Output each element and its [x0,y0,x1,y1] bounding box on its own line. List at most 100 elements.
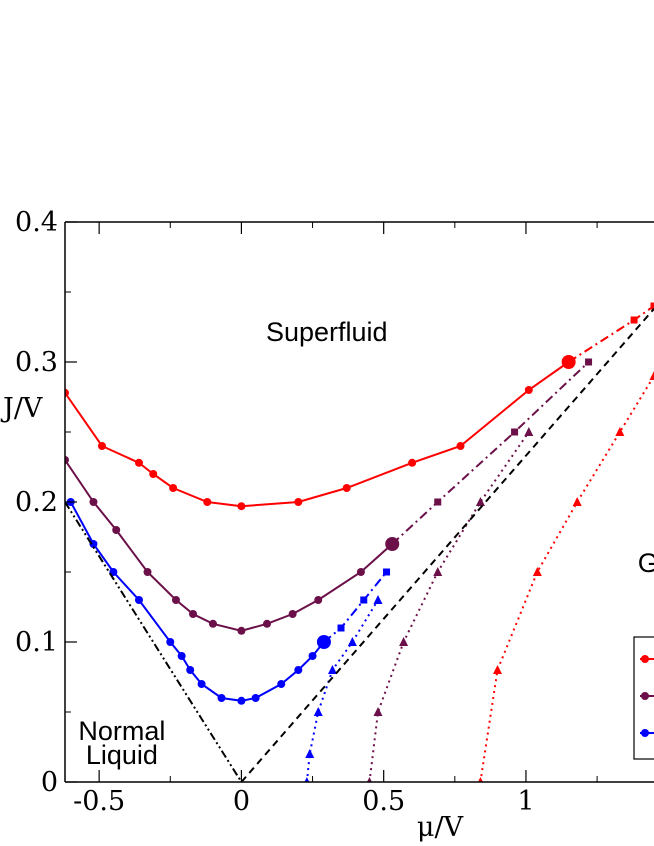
data-point [493,665,503,674]
data-point [171,596,180,604]
data-point [532,567,542,576]
critical-point [316,635,331,649]
data-point [308,652,317,660]
series-purple-dash-dot [388,358,593,548]
y-tick-label: 0.4 [15,207,58,238]
data-point [112,526,121,534]
data-point [166,638,175,646]
series-red-dotted [477,371,654,782]
data-point [475,497,485,506]
data-point [524,427,534,436]
series-black-dash-dot-dot [65,501,243,782]
series-line [69,501,325,702]
legend [633,636,654,760]
series-line [568,305,654,363]
series-layer [65,302,654,782]
data-point [134,458,143,467]
data-point [585,358,593,366]
legend-swatch-marker [641,729,649,737]
y-tick-label: 0.2 [15,487,58,518]
data-point [134,596,143,604]
data-point [433,567,443,576]
data-point [89,540,98,548]
data-point [649,371,654,380]
legend-entry [640,729,654,737]
data-point [97,442,106,450]
y-tick-label: 0 [41,767,58,798]
data-point [366,777,372,782]
region-label: G [638,548,654,578]
data-point [294,498,303,506]
data-point [197,680,206,688]
data-point [434,498,442,506]
data-point [237,626,246,635]
x-tick-label: -0.5 [73,786,125,817]
data-point [169,484,178,492]
data-point [277,680,286,688]
region-label: Superfluid [266,317,388,347]
data-point [360,596,368,604]
legend-swatch-marker [641,692,649,700]
data-point [572,497,582,506]
data-point [149,470,158,478]
y-tick-label: 0.3 [15,347,58,378]
data-point [399,637,409,646]
data-point [65,388,69,397]
data-point [347,637,357,646]
axes: -0.5 0 0.5 1 0 0.1 0.2 0.3 0.4 [15,207,654,817]
region-label: Normal [78,716,165,746]
series-blue-dotted [304,595,383,782]
data-point [356,568,365,576]
data-point [477,777,483,782]
data-point [314,596,323,604]
series-line [391,361,590,545]
y-axis-title: J/V [0,393,43,424]
legend-swatch-marker [641,655,649,663]
data-point [373,707,383,716]
data-point [294,666,303,674]
series-red-dash-dot [565,302,654,366]
data-point [65,456,69,464]
data-point [217,694,226,702]
series-purple-solid [65,456,397,635]
data-point [337,624,345,632]
series-line [323,571,388,643]
series-line [368,431,530,782]
data-point [143,568,152,576]
series-line [65,459,393,632]
data-point [186,666,195,674]
data-point [511,428,519,436]
data-point [313,707,323,716]
data-point [373,595,383,604]
x-tick-label: 0.5 [362,786,405,817]
series-line [479,375,654,782]
series-line [305,599,379,782]
critical-point [561,355,576,369]
data-point [189,610,198,618]
y-tick-label: 0.1 [15,627,58,658]
legend-entry [640,655,654,663]
series-blue-solid [66,498,328,705]
series-line [65,501,243,782]
data-point [342,484,351,492]
x-tick-label: 1 [517,786,534,817]
data-point [203,498,212,506]
series-blue-dash-dot [320,568,391,646]
data-point [456,442,465,450]
data-point [177,652,186,660]
data-point [208,619,217,628]
series-red-solid [65,358,573,511]
data-point [524,386,533,394]
data-point [383,568,391,576]
x-tick-label: 0 [233,786,250,817]
x-axis-title: μ/V [417,812,464,843]
data-point [237,502,246,511]
data-point [650,302,654,310]
series-line [65,361,570,508]
critical-point [385,537,400,551]
data-point [630,316,638,324]
region-label: Liquid [86,740,158,770]
series-purple-dotted [366,427,534,782]
